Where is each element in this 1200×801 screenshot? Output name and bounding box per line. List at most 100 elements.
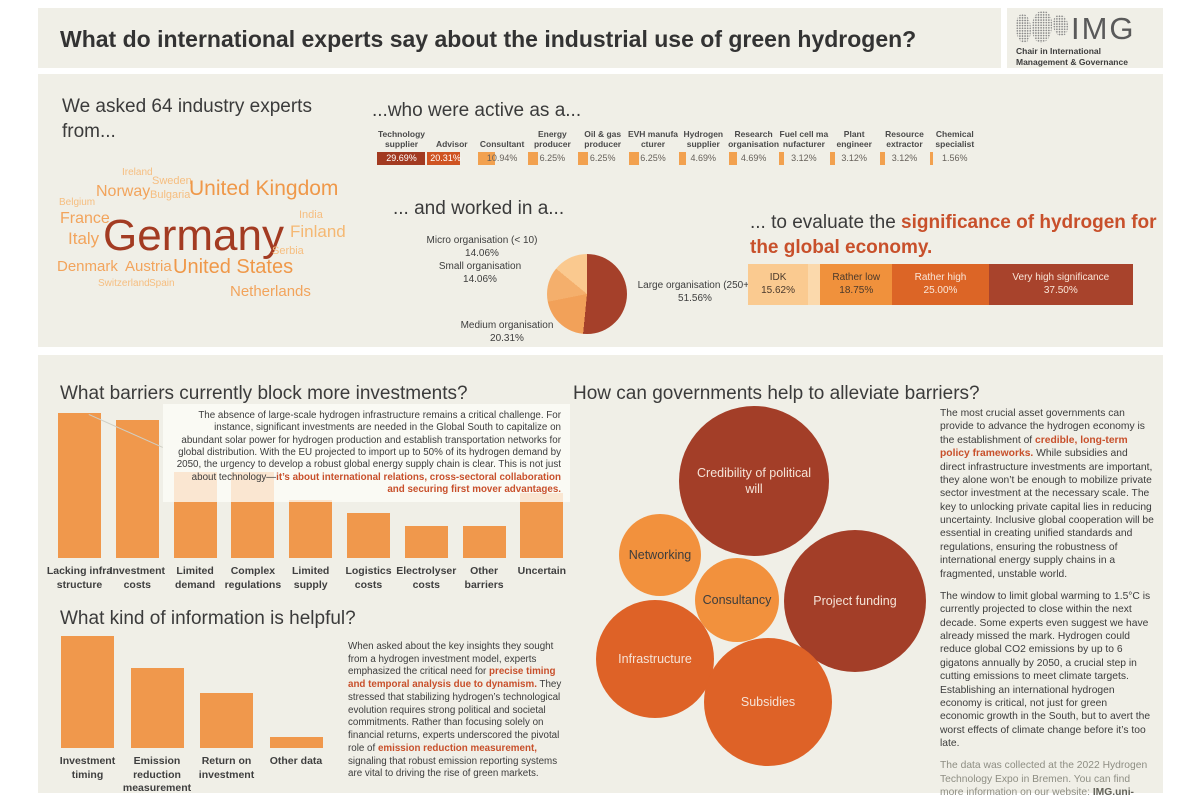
role-value-label: 20.31% xyxy=(430,153,461,163)
role-category-label: Plant engineer xyxy=(836,128,872,150)
info-chart-title: What kind of information is helpful? xyxy=(60,608,356,629)
wordcloud-country[interactable]: Sweden xyxy=(152,175,192,187)
role-bar[interactable] xyxy=(779,152,785,165)
header-panel xyxy=(38,8,1001,68)
role-category-label: Technology supplier xyxy=(377,128,426,150)
bubble-chart-title: How can governments help to alleviate ba… xyxy=(573,383,980,404)
role-category-label: Oil & gas producer xyxy=(584,128,622,150)
bar[interactable] xyxy=(200,693,253,748)
bar[interactable] xyxy=(269,736,323,748)
role-value-label: 6.25% xyxy=(539,153,566,163)
role-bar[interactable] xyxy=(477,152,496,165)
wordcloud-country[interactable]: Netherlands xyxy=(230,283,311,300)
bar[interactable] xyxy=(61,636,114,748)
bubble-label: Networking xyxy=(628,547,692,562)
government-help-bubble[interactable]: Project funding xyxy=(784,530,926,672)
wordcloud-country[interactable]: Austria xyxy=(125,258,172,275)
role-value-label: 6.25% xyxy=(640,153,666,163)
significance-segment[interactable]: Rather low 18.75% xyxy=(820,264,893,305)
significance-segment[interactable] xyxy=(808,264,821,305)
bubble-label: Subsidies xyxy=(740,694,796,709)
text-segment: significance of hydrogen for the global … xyxy=(750,212,1157,259)
bar[interactable] xyxy=(58,413,101,558)
information-side-text: When asked about the key insights they s… xyxy=(348,641,572,781)
significance-segment[interactable]: IDK 15.62% xyxy=(748,264,809,305)
org-size-chart-title: ... and worked in a... xyxy=(393,198,565,219)
text-segment: When asked about the key insights they s… xyxy=(348,641,554,678)
role-bar[interactable] xyxy=(377,152,425,165)
wordcloud-country[interactable]: Germany xyxy=(103,211,284,260)
wordcloud-country[interactable]: Ireland xyxy=(122,167,153,178)
role-value-label: 4.69% xyxy=(740,153,767,163)
wordcloud-country[interactable]: Belgium xyxy=(59,197,96,208)
significance-segment[interactable]: Very high significance 37.50% xyxy=(988,264,1133,305)
wordcloud-country[interactable]: India xyxy=(299,209,323,221)
gov-paragraph-2: The window to limit global warming to 1.… xyxy=(940,590,1154,751)
role-bar[interactable] xyxy=(729,152,737,165)
role-column: Oil & gas producer 6.25% xyxy=(577,124,628,168)
role-bar[interactable] xyxy=(628,152,639,165)
organisation-size-pie[interactable] xyxy=(547,254,627,334)
gov-paragraph-1: The most crucial asset governments can p… xyxy=(940,407,1154,581)
text-segment: emission reduction measurement, xyxy=(377,742,537,754)
role-bar[interactable] xyxy=(930,152,933,165)
text-segment: it’s about international relations, cros… xyxy=(276,471,561,496)
role-bar-row: 3.12% xyxy=(829,152,880,165)
text-segment: precise timing and temporal analysis due… xyxy=(348,666,556,691)
significance-segment[interactable]: Rather high 25.00% xyxy=(892,264,989,305)
data-source-note: The data was collected at the 2022 Hydro… xyxy=(940,759,1154,801)
role-value-label: 29.69% xyxy=(386,153,417,163)
significance-stacked-bar: IDK 15.62% Rather low 18.75% Rather high 25.0… xyxy=(748,264,1133,305)
government-help-bubble[interactable]: Networking xyxy=(619,514,701,596)
role-bar[interactable] xyxy=(427,152,460,165)
role-column: Consultant 10.94% xyxy=(477,124,528,168)
wordcloud-country[interactable]: Bulgaria xyxy=(150,189,191,201)
government-help-bubble[interactable]: Consultancy xyxy=(695,558,779,642)
bar-category-label: Other barriers xyxy=(464,565,504,591)
pie-slice-label: Micro organisation (< 10) 14.06% xyxy=(426,235,538,259)
wordcloud-country[interactable]: Italy xyxy=(68,229,100,248)
bar[interactable] xyxy=(115,420,159,558)
wordcloud-country[interactable]: United Kingdom xyxy=(189,177,339,200)
role-category-label: Energy producer xyxy=(533,128,571,150)
role-bar[interactable] xyxy=(527,152,538,165)
intro-heading: We asked 64 industry experts from... xyxy=(62,96,312,143)
wordcloud-country[interactable]: France xyxy=(60,210,110,227)
text-segment: signaling that robust emission reporting… xyxy=(348,755,558,780)
government-help-bubble[interactable]: Credibility of political will xyxy=(679,406,829,556)
wordcloud-country[interactable]: Switzerland xyxy=(98,278,150,289)
wordcloud-country[interactable]: Finland xyxy=(290,222,346,241)
wordcloud-country[interactable]: Spain xyxy=(149,278,175,289)
bar[interactable] xyxy=(347,513,390,558)
wordcloud-country[interactable]: United States xyxy=(173,256,294,278)
wordcloud-country[interactable]: Serbia xyxy=(272,245,304,257)
bar-category-label: Limited demand xyxy=(174,565,216,591)
page-title: What do international experts say about … xyxy=(60,26,917,52)
role-column: Fuel cell ma nufacturer 3.12% xyxy=(778,124,829,168)
role-value-label: 3.12% xyxy=(891,153,918,163)
role-value-label: 10.94% xyxy=(486,153,518,163)
role-category-label: Advisor xyxy=(435,139,468,150)
role-value-label: 6.25% xyxy=(589,153,616,163)
bar[interactable] xyxy=(462,526,506,558)
bar[interactable] xyxy=(130,668,184,748)
role-bar[interactable] xyxy=(578,152,589,165)
text-segment: ... to evaluate the xyxy=(750,212,902,233)
role-bar[interactable] xyxy=(880,152,885,165)
role-bar[interactable] xyxy=(678,152,687,165)
bar[interactable] xyxy=(520,492,564,558)
role-category-label: Chemical specialist xyxy=(935,128,975,150)
bar[interactable] xyxy=(404,526,448,558)
government-help-bubble[interactable]: Infrastructure xyxy=(596,600,714,718)
role-bar-row: 4.69% xyxy=(678,152,729,165)
text-segment: The most crucial asset governments can p… xyxy=(940,408,1145,446)
government-help-bubble[interactable]: Subsidies xyxy=(704,638,832,766)
bar-category-label: Emission reduction measurement xyxy=(122,755,192,795)
role-column: EVH manufa cturer 6.25% xyxy=(628,124,679,168)
role-bar[interactable] xyxy=(829,152,835,165)
wordcloud-country[interactable]: Norway xyxy=(96,183,151,200)
wordcloud-country[interactable]: Denmark xyxy=(57,258,118,275)
government-text-column: The most crucial asset governments can p… xyxy=(940,407,1154,801)
bar[interactable] xyxy=(289,500,333,558)
